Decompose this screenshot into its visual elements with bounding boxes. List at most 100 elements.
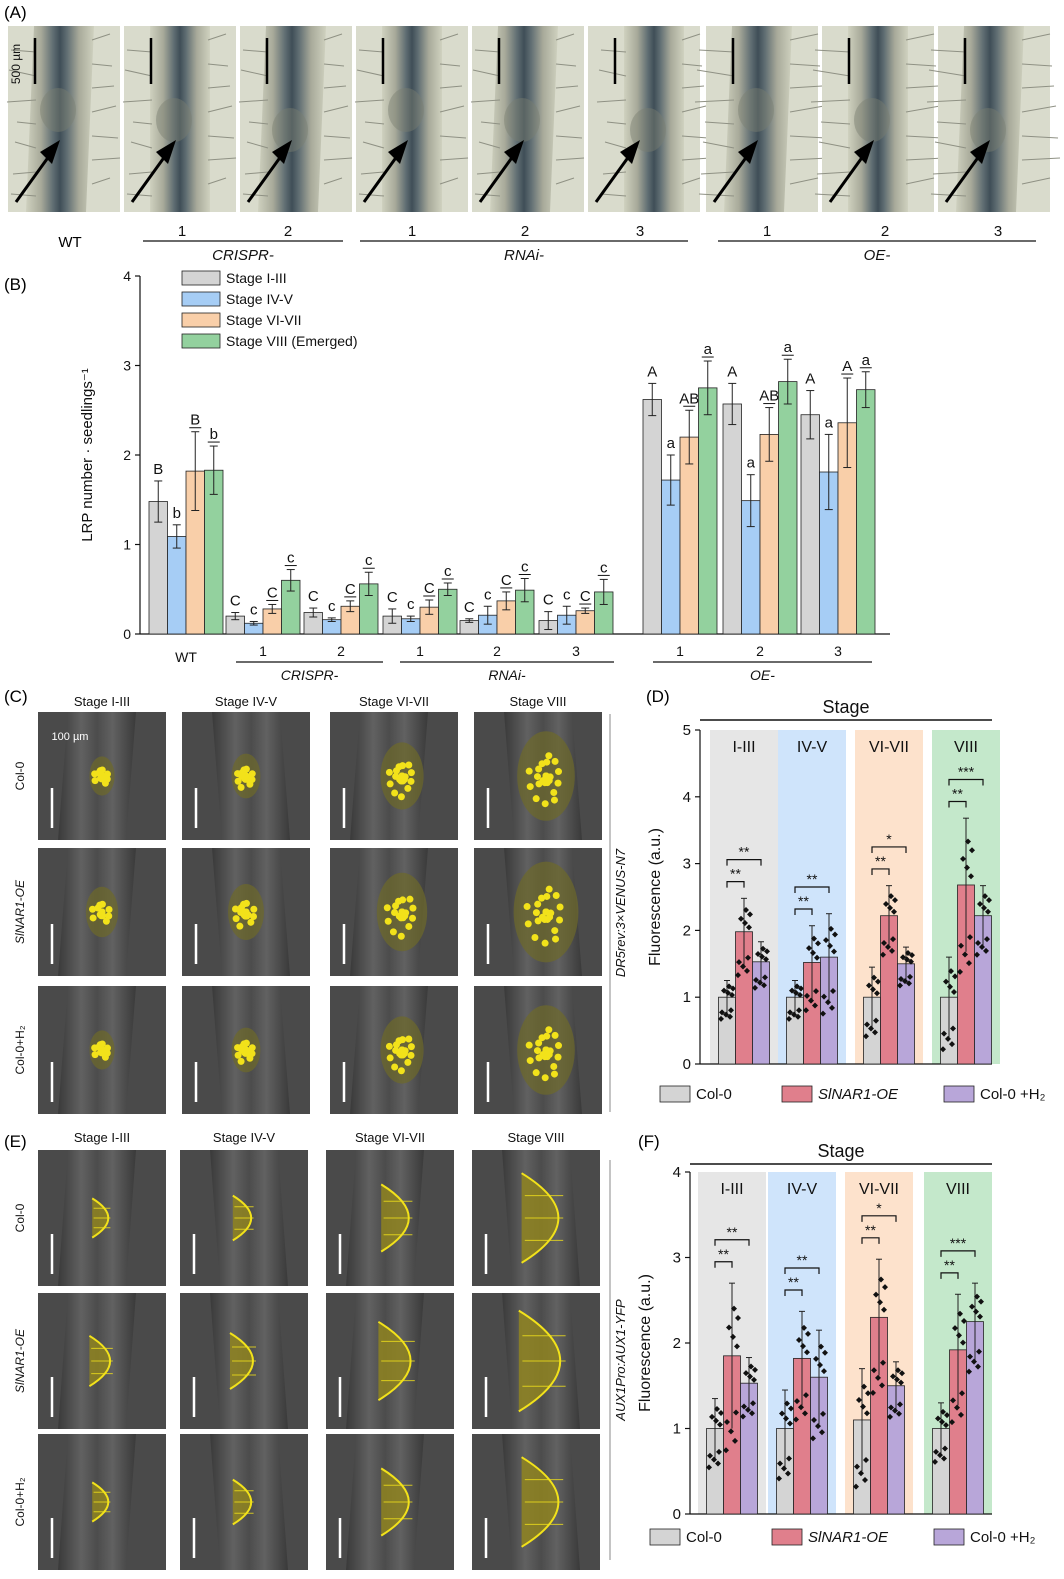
data-point [863,1456,869,1463]
root-hair [789,85,823,89]
arrow-icon [156,140,176,164]
data-point [727,1013,733,1020]
legend-label: Col-0 [686,1529,722,1546]
significance-bracket [794,908,813,916]
nucleus-dot [404,1058,412,1066]
data-point [862,1476,868,1483]
root-hair [91,85,115,89]
data-point [888,1404,894,1411]
group-name-label: OE- [750,667,775,683]
data-point [748,1363,754,1370]
nucleus-dot [244,774,252,782]
data-point [715,1460,721,1467]
nucleus-dot [407,769,415,777]
root-hair [132,121,153,125]
root-hair [207,135,235,139]
chart-title: Stage [817,1141,864,1161]
data-point [730,985,736,992]
group-name-label: RNAi- [488,667,526,683]
significance-letter: B [153,461,163,478]
significance-bracket [871,868,890,875]
data-point [803,1392,809,1399]
significance-stars: ** [952,785,963,801]
data-point [960,1339,966,1346]
data-point [975,940,981,947]
root-hair [789,105,825,113]
significance-letter: a [862,352,871,369]
chart-title: Stage [822,697,869,717]
nucleus-dot [541,939,549,947]
root-hair [439,177,459,185]
root-hair [555,105,581,113]
significance-letter: c [563,586,571,603]
data-point [933,1448,939,1455]
data-point [811,1416,817,1423]
data-point [943,1422,949,1429]
significance-stars: ** [797,1252,808,1268]
nucleus-dot [409,904,417,912]
data-point [798,1404,804,1411]
data-point [796,1007,802,1014]
data-point [865,1390,871,1397]
x-tick-label: 2 [756,643,764,659]
significance-letter: A [842,358,852,375]
stage-category-label: IV-V [797,739,828,756]
root-hair [439,105,465,113]
data-point [904,956,910,963]
data-point [890,936,896,943]
panel-f-chart: (F) Stage I-III IV-V VI-VII VIII 0 1 2 3 4 Fluores… [637,1132,1036,1546]
nucleus-dot [526,783,534,791]
data-point [944,1412,950,1419]
data-point [798,985,804,992]
data-point [819,1429,825,1436]
root-hair [1021,177,1051,185]
root-hair [323,135,351,139]
data-point [728,1007,734,1014]
significance-letter: c [250,601,258,618]
y-tick-label: 0 [683,1056,691,1073]
data-point [854,1463,860,1470]
data-point [935,1415,941,1422]
significance-letter: B [190,412,200,429]
micrograph [330,712,458,840]
data-point [805,1330,811,1337]
root-hair [472,69,501,77]
nucleus-dot [392,772,400,780]
data-point [757,979,763,986]
data-point [793,989,799,996]
data-point [802,1410,808,1417]
data-point [719,1009,725,1016]
significance-bracket [784,1267,820,1274]
stage-header: Stage IV-V [215,694,277,709]
root-hair [932,171,967,175]
root-hair [242,193,269,197]
root-hair [480,121,501,125]
nucleus-dot [386,1054,394,1062]
root-hair [358,193,385,197]
data-point [752,1366,758,1373]
line-number-label: 2 [521,223,529,240]
stage-category-label: I-III [720,1181,743,1198]
root-hair [130,141,153,149]
data-point [974,951,980,958]
data-point [726,983,732,990]
stage-header: Stage I-III [74,1130,130,1145]
data-point [952,1325,958,1332]
nucleus-dot [244,911,252,919]
data-point [973,1308,979,1315]
data-point [709,1413,715,1420]
data-point [794,983,800,990]
group-name-label: RNAi- [504,247,544,264]
panel-b-chart: (B) 0 1 2 3 4 LRP number · seedlings⁻¹ B C C C C C A… [4,268,890,683]
root-hair [905,157,945,161]
root-hair [930,49,967,53]
significance-stars: ** [727,1224,738,1240]
micrograph [180,1293,308,1429]
data-point [974,1293,980,1300]
root-hair [246,141,269,149]
root-hair [474,193,501,197]
data-point [875,1374,881,1381]
legend-label: Stage VIII (Emerged) [226,333,358,349]
nucleus-dot [534,917,542,925]
root-hair [248,121,269,125]
